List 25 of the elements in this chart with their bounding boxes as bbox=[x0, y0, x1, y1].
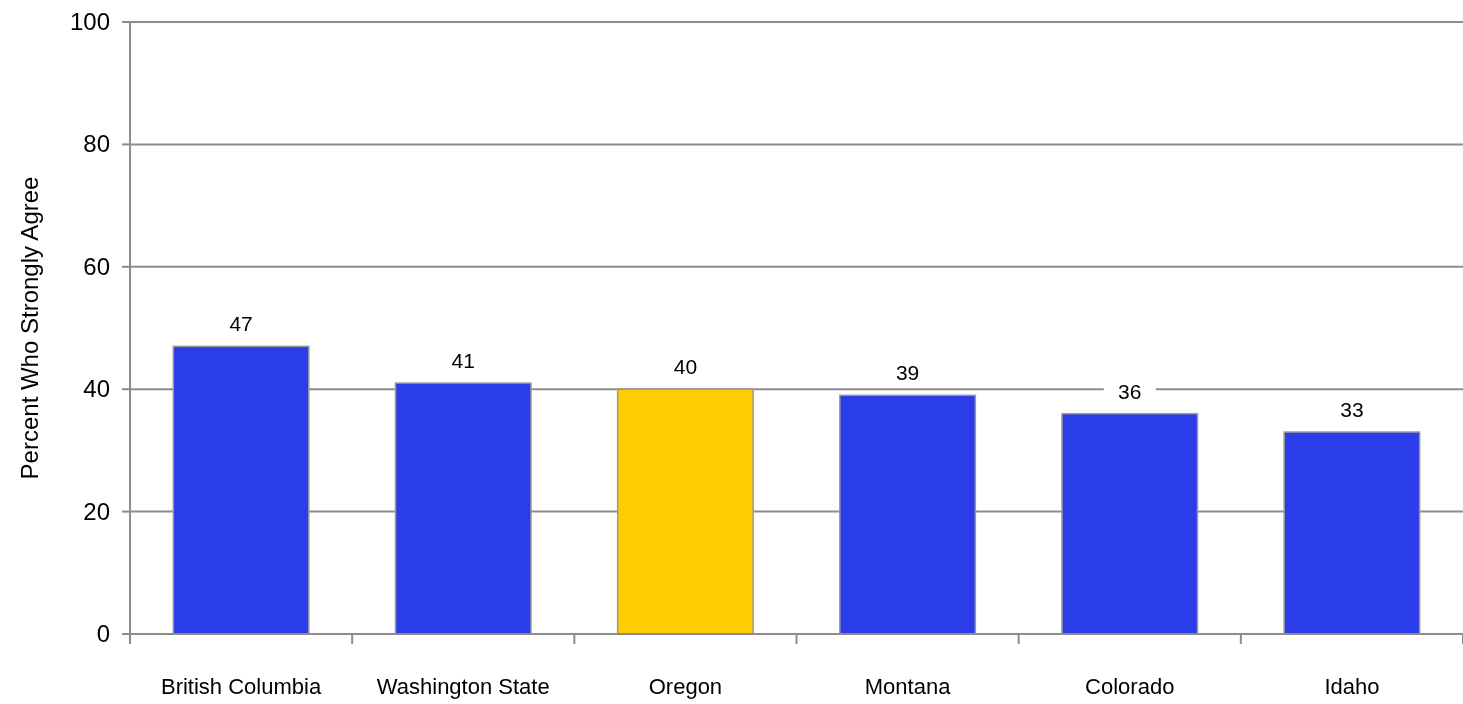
y-tick-label: 40 bbox=[83, 375, 110, 403]
y-tick-label: 60 bbox=[83, 252, 110, 280]
x-tick-label: Washington State bbox=[376, 674, 550, 699]
data-label: 41 bbox=[451, 349, 475, 373]
x-tick-label: Idaho bbox=[1324, 674, 1380, 699]
bar bbox=[172, 345, 310, 635]
y-tick-label: 100 bbox=[69, 8, 110, 35]
data-label: 39 bbox=[895, 361, 920, 385]
y-tick-label: 0 bbox=[96, 620, 110, 647]
y-tick-label: 20 bbox=[83, 497, 110, 525]
x-tick-label: Oregon bbox=[648, 674, 723, 699]
bar bbox=[839, 394, 977, 635]
x-tick-label: Colorado bbox=[1085, 674, 1175, 699]
bar bbox=[616, 388, 754, 635]
y-axis-title: Percent Who Strongly Agree bbox=[16, 176, 43, 480]
x-tick-label: British Columbia bbox=[161, 674, 322, 699]
bar bbox=[1283, 431, 1421, 635]
y-tick-label: 80 bbox=[83, 130, 110, 158]
data-label: 47 bbox=[229, 312, 253, 336]
x-tick-label: Montana bbox=[864, 674, 952, 699]
data-label: 40 bbox=[673, 355, 698, 379]
bar bbox=[1061, 412, 1199, 635]
data-label: 36 bbox=[1118, 379, 1142, 403]
bar bbox=[394, 382, 532, 635]
data-label: 33 bbox=[1340, 398, 1364, 422]
